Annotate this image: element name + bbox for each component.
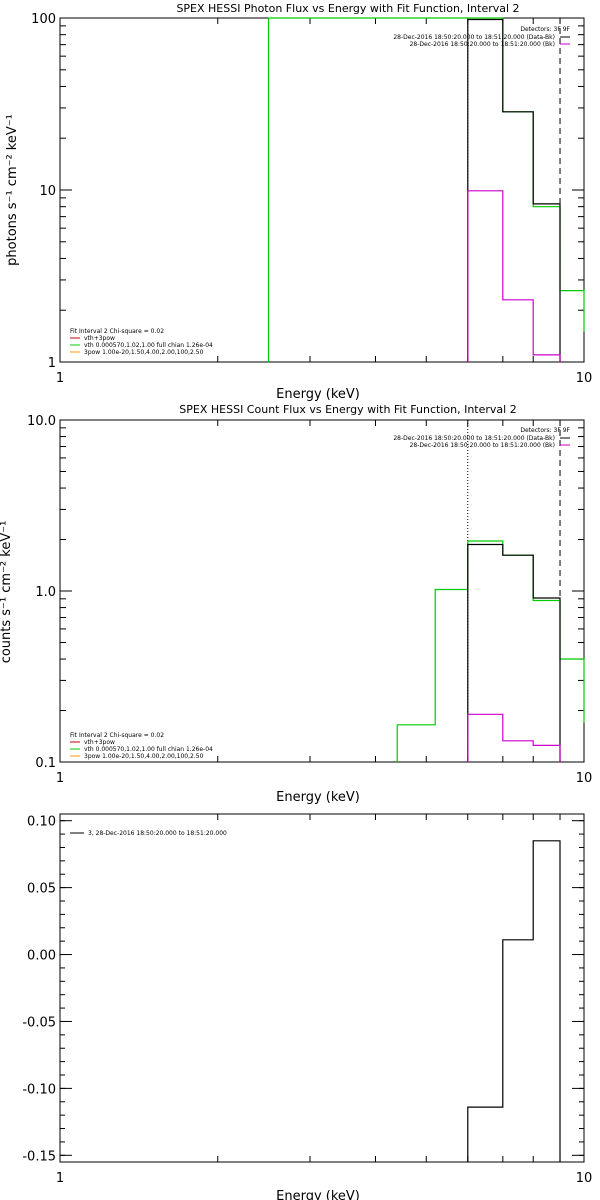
axis-ticks: 1 10 0.10 0.05 0.00 -0.05 -0.10 -0.15 bbox=[22, 814, 592, 1186]
series-line bbox=[267, 17, 468, 362]
fit-legend-entry: vth+3pow bbox=[84, 739, 115, 746]
photon-flux-panel: SPEX HESSI Photon Flux vs Energy with Fi… bbox=[5, 2, 592, 402]
header-data-interval: 28-Dec-2016 18:50:20.000 to 18:51:20.000… bbox=[393, 435, 555, 442]
y-tick-label: 0.10 bbox=[27, 815, 56, 830]
plot-frame bbox=[59, 419, 585, 763]
y-tick-label: 10 bbox=[39, 184, 56, 199]
plot-frame bbox=[59, 17, 585, 363]
x-tick-label: 10 bbox=[576, 371, 593, 386]
series-layer bbox=[467, 840, 561, 1162]
y-axis-label: photons s⁻¹ cm⁻² keV⁻¹ bbox=[5, 114, 20, 266]
header-detectors: Detectors: 3F 9F bbox=[520, 26, 570, 33]
header-bk-interval: 28-Dec-2016 18:50:20.000 to 18:51:20.000… bbox=[410, 41, 555, 48]
y-tick-label: 10.0 bbox=[27, 414, 56, 429]
residual-legend-entry: 3, 28-Dec-2016 18:50:20.000 to 18:51:20.… bbox=[88, 830, 227, 837]
y-tick-label: 0.00 bbox=[27, 949, 56, 964]
series-layer bbox=[267, 17, 585, 362]
residual-legend: 3, 28-Dec-2016 18:50:20.000 to 18:51:20.… bbox=[70, 830, 227, 837]
x-axis-label: Energy (keV) bbox=[276, 790, 360, 805]
y-tick-label: -0.15 bbox=[22, 1149, 56, 1164]
x-tick-label: 1 bbox=[56, 371, 64, 386]
header-detectors: Detectors: 3F 9F bbox=[520, 427, 570, 434]
panel-title: SPEX HESSI Count Flux vs Energy with Fit… bbox=[179, 403, 516, 416]
header-legend: Detectors: 3F 9F 28-Dec-2016 18:50:20.00… bbox=[393, 427, 570, 449]
series-line bbox=[467, 543, 561, 762]
x-tick-label: 1 bbox=[56, 1171, 64, 1186]
plot-frame bbox=[59, 813, 585, 1163]
y-tick-label: -0.05 bbox=[22, 1015, 56, 1030]
x-axis-label: Energy (keV) bbox=[276, 387, 360, 402]
header-data-interval: 28-Dec-2016 18:50:20.000 to 18:51:20.000… bbox=[393, 34, 555, 41]
y-tick-label: 100 bbox=[31, 12, 56, 27]
series-line bbox=[467, 17, 585, 332]
header-legend: Detectors: 3F 9F 28-Dec-2016 18:50:20.00… bbox=[393, 26, 570, 48]
y-tick-label: 0.05 bbox=[27, 882, 56, 897]
x-tick-label: 1 bbox=[56, 771, 64, 786]
x-axis-label: Energy (keV) bbox=[276, 1189, 360, 1200]
series-line bbox=[467, 18, 561, 362]
header-bk-interval: 28-Dec-2016 18:50:20.000 to 18:51:20.000… bbox=[410, 442, 555, 449]
residuals-panel: 1 10 0.10 0.05 0.00 -0.05 -0.10 -0.15 Energy (k… bbox=[22, 813, 592, 1200]
fit-legend: Fit Interval 2 Chi-square = 0.02 vth+3po… bbox=[70, 328, 213, 356]
axis-ticks: 1 10 0.1 1.0 10.0 bbox=[27, 414, 592, 786]
series-line bbox=[467, 713, 561, 762]
fit-legend-entry: vth+3pow bbox=[84, 335, 115, 342]
fit-legend-entry: Fit Interval 2 Chi-square = 0.02 bbox=[70, 328, 164, 335]
y-tick-label: 0.1 bbox=[35, 756, 56, 771]
fit-legend-entry: vth 0.000570,1.02,1.00 full chian 1.26e-… bbox=[84, 746, 213, 753]
series-line bbox=[467, 190, 561, 362]
x-tick-label: 10 bbox=[576, 1171, 593, 1186]
fit-legend: Fit Interval 2 Chi-square = 0.02 vth+3po… bbox=[70, 732, 213, 760]
count-flux-panel: SPEX HESSI Count Flux vs Energy with Fit… bbox=[0, 403, 592, 805]
series-line bbox=[396, 540, 585, 762]
fit-legend-entry: vth 0.000570,1.02,1.00 full chian 1.26e-… bbox=[84, 342, 213, 349]
y-tick-label: 1 bbox=[48, 356, 56, 371]
panel-title: SPEX HESSI Photon Flux vs Energy with Fi… bbox=[176, 2, 519, 15]
x-tick-label: 10 bbox=[576, 771, 593, 786]
fit-legend-entry: 3pow 1.00e-20,1.50,4.00,2.00,100,2.50 bbox=[84, 349, 204, 356]
fit-legend-entry: Fit Interval 2 Chi-square = 0.02 bbox=[70, 732, 164, 739]
series-layer bbox=[396, 420, 585, 762]
y-tick-label: 1.0 bbox=[35, 585, 56, 600]
y-tick-label: -0.10 bbox=[22, 1082, 56, 1097]
series-line bbox=[467, 840, 561, 1162]
fit-legend-entry: 3pow 1.00e-20,1.50,4.00,2.00,100,2.50 bbox=[84, 753, 204, 760]
y-axis-label: counts s⁻¹ cm⁻² keV⁻¹ bbox=[0, 521, 14, 664]
